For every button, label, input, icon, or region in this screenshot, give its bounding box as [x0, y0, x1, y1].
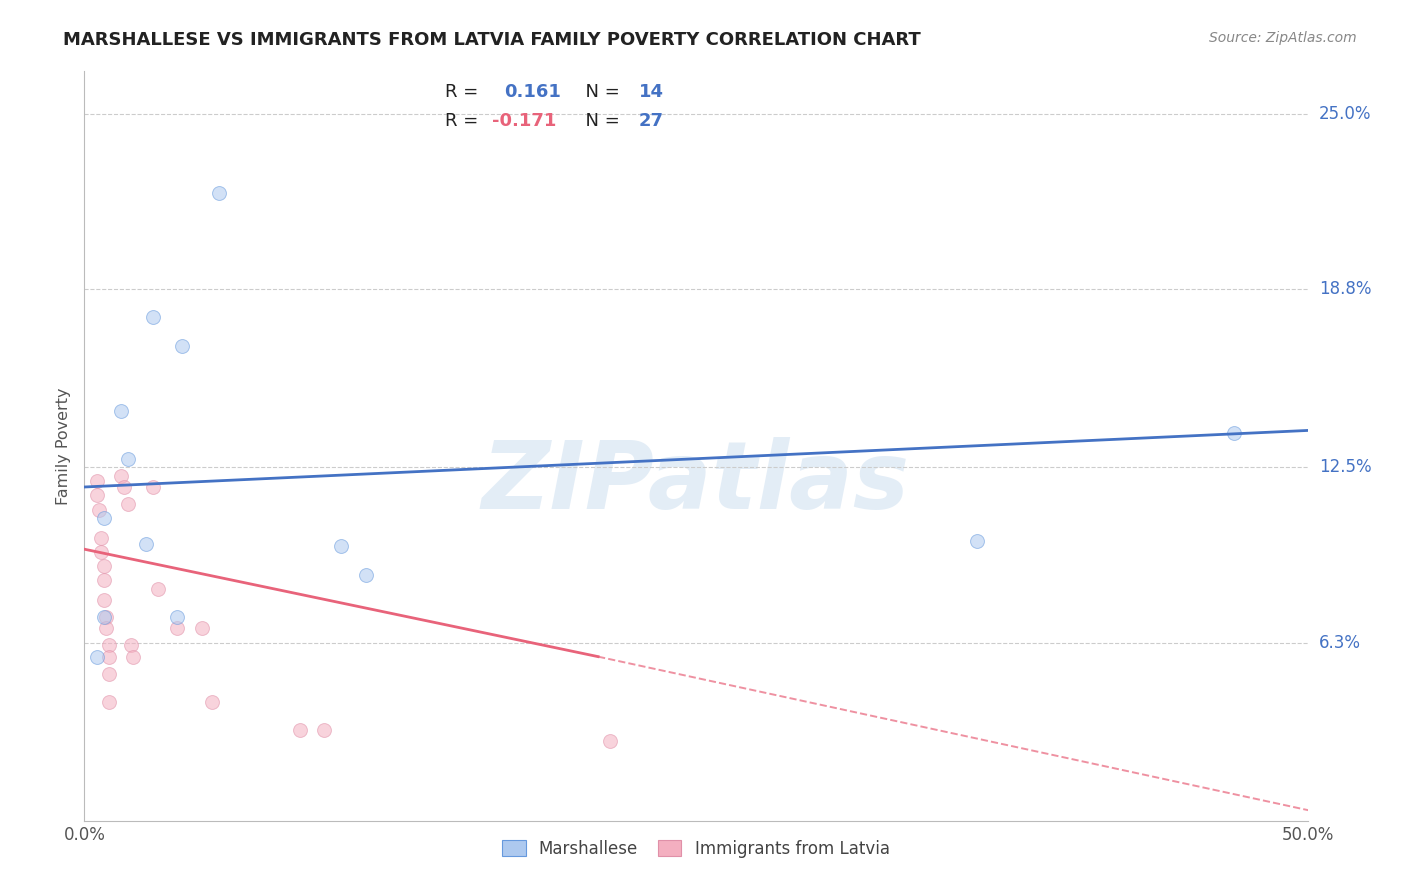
- Point: [97, 695, 120, 709]
- Text: 18.8%: 18.8%: [1319, 280, 1371, 298]
- Point: [110, 403, 132, 417]
- Text: R =: R =: [446, 112, 484, 130]
- Point: [166, 610, 188, 624]
- Point: [117, 451, 139, 466]
- Text: 0.161: 0.161: [503, 83, 561, 101]
- Text: MARSHALLESE VS IMMIGRANTS FROM LATVIA FAMILY POVERTY CORRELATION CHART: MARSHALLESE VS IMMIGRANTS FROM LATVIA FA…: [63, 31, 921, 49]
- Point: [330, 540, 353, 554]
- Y-axis label: Family Poverty: Family Poverty: [56, 387, 72, 505]
- Point: [96, 610, 118, 624]
- Point: [200, 695, 222, 709]
- Point: [122, 649, 145, 664]
- Point: [93, 511, 115, 525]
- Text: 12.5%: 12.5%: [1319, 458, 1371, 476]
- Point: [354, 567, 377, 582]
- Point: [120, 638, 142, 652]
- Point: [93, 559, 115, 574]
- Point: [172, 338, 194, 352]
- Text: 14: 14: [638, 83, 664, 101]
- Legend: Marshallese, Immigrants from Latvia: Marshallese, Immigrants from Latvia: [495, 833, 897, 864]
- Point: [599, 734, 621, 748]
- Point: [314, 723, 336, 738]
- Point: [135, 536, 157, 550]
- Point: [208, 186, 231, 200]
- Point: [90, 545, 112, 559]
- Point: [97, 666, 120, 681]
- Point: [93, 593, 115, 607]
- Point: [146, 582, 169, 596]
- Point: [288, 723, 311, 738]
- Point: [90, 531, 112, 545]
- Text: 27: 27: [638, 112, 664, 130]
- Point: [93, 574, 115, 588]
- Text: 25.0%: 25.0%: [1319, 104, 1371, 123]
- Text: N =: N =: [574, 112, 626, 130]
- Text: Source: ZipAtlas.com: Source: ZipAtlas.com: [1209, 31, 1357, 45]
- Point: [86, 649, 108, 664]
- Point: [166, 621, 188, 635]
- Point: [97, 649, 120, 664]
- Point: [142, 480, 165, 494]
- Point: [191, 621, 214, 635]
- Point: [112, 480, 135, 494]
- Point: [142, 310, 165, 325]
- Point: [86, 488, 108, 502]
- Text: -0.171: -0.171: [492, 112, 555, 130]
- Point: [117, 497, 139, 511]
- Point: [1223, 426, 1246, 441]
- Point: [97, 638, 120, 652]
- Point: [86, 475, 108, 489]
- Point: [110, 468, 132, 483]
- Text: 6.3%: 6.3%: [1319, 633, 1361, 651]
- Text: N =: N =: [574, 83, 626, 101]
- Point: [966, 533, 988, 548]
- Text: ZIPatlas: ZIPatlas: [482, 437, 910, 530]
- Text: R =: R =: [446, 83, 484, 101]
- Point: [93, 610, 115, 624]
- Point: [87, 502, 110, 516]
- Point: [96, 621, 118, 635]
